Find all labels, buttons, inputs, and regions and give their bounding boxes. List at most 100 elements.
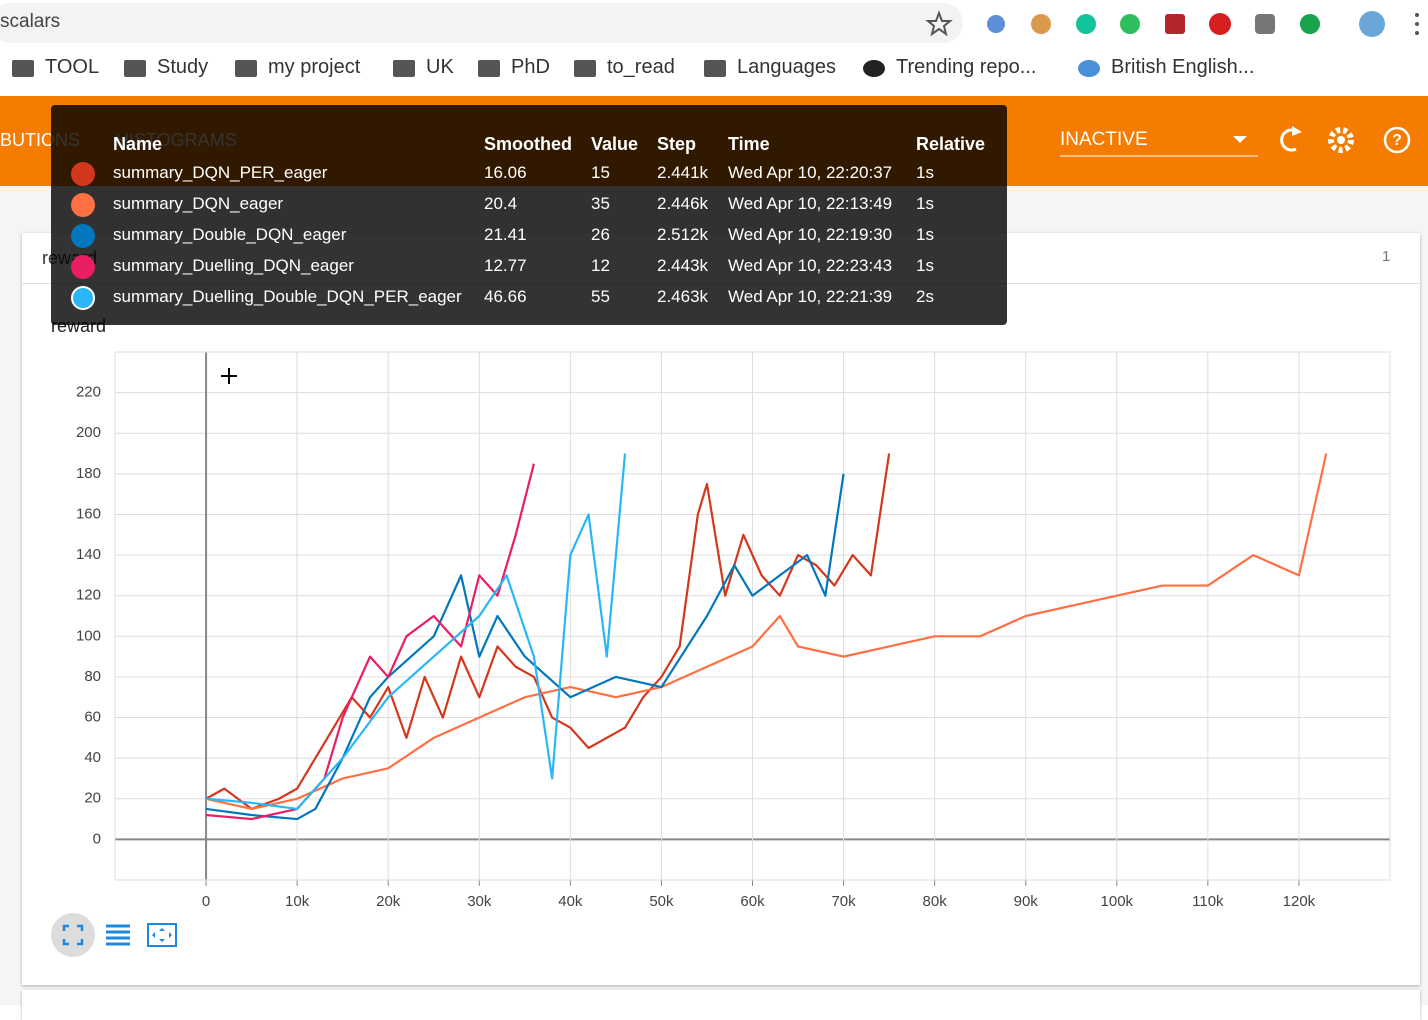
series-line [205,453,1328,811]
next-card [22,990,1420,1020]
bookmark-icon [1078,60,1100,77]
y-tick-label: 160 [76,505,101,522]
bookmark[interactable]: British English... [1111,56,1255,78]
x-tick-label: 0 [202,893,210,910]
tooltip-header: Smoothed [484,134,572,154]
bookmark-icon [478,60,500,77]
bookmark[interactable]: Study [157,56,209,78]
tooltip-cell: 1s [916,225,934,244]
x-tick-label: 120k [1283,893,1316,910]
x-tick-label: 50k [649,893,674,910]
legend-dot [71,224,95,248]
tooltip-cell: 2.446k [657,194,709,213]
bookmark[interactable]: to_read [607,56,675,78]
bookmark-icon [12,60,34,77]
y-tick-label: 40 [84,749,101,766]
y-tick-label: 140 [76,546,101,563]
tooltip-header: Time [728,134,770,154]
y-tick-label: 0 [93,830,101,847]
x-tick-label: 100k [1101,893,1134,910]
tooltip-name: summary_Duelling_DQN_eager [113,256,354,275]
tooltip-cell: 2.512k [657,225,709,244]
tooltip-cell: 21.41 [484,225,527,244]
tooltip-header: Relative [916,134,986,154]
bookmark[interactable]: Trending repo... [896,56,1037,78]
tooltip-cell: 35 [591,194,610,213]
y-tick-label: 120 [76,587,101,604]
tooltip-cell: 1s [916,194,934,213]
x-tick-label: 90k [1014,893,1039,910]
tooltip-cell: 2.441k [657,163,709,182]
x-tick-label: 60k [740,893,765,910]
tooltip-cell: Wed Apr 10, 22:21:39 [728,287,893,306]
legend-dot [71,193,95,217]
tooltip-cell: Wed Apr 10, 22:13:49 [728,194,893,213]
header-icons: ? [1060,126,1411,157]
tooltip-cell: Wed Apr 10, 22:23:43 [728,256,893,275]
y-tick-label: 80 [84,668,101,685]
y-tick-label: 180 [76,465,101,482]
plot-frame [114,351,1391,881]
y-tick-label: 200 [76,424,101,441]
tooltip-name: summary_Double_DQN_eager [113,225,347,244]
bookmark-icon [704,60,726,77]
bookmark[interactable]: TOOL [45,56,100,78]
tooltip-header: Step [657,134,697,154]
y-tick-label: 60 [84,709,101,726]
tooltip-cell: 1s [916,163,934,182]
run-selector[interactable]: INACTIVE [1060,129,1148,150]
bookmark[interactable]: PhD [511,56,550,78]
chart-toolbar [51,913,177,957]
series-line [205,473,845,821]
bookmark-icon [574,60,596,77]
tooltip-cell: 12 [591,256,610,275]
legend-dot [71,286,95,310]
tooltip-cell: 2.443k [657,256,709,275]
tooltip-header: Name [113,134,163,154]
x-tick-label: 40k [558,893,583,910]
cursor [221,368,237,384]
x-tick-label: 10k [285,893,310,910]
tooltip-cell: Wed Apr 10, 22:19:30 [728,225,893,244]
tooltip-name: summary_DQN_eager [113,194,284,213]
address-bar[interactable] [0,3,963,43]
tooltip-cell: 16.06 [484,163,527,182]
tooltip-cell: 26 [591,225,610,244]
tooltip-cell: 55 [591,287,610,306]
series-line [205,463,535,821]
extension-icons [925,10,1419,37]
series-line [205,453,891,811]
address-text: scalars [0,11,61,32]
x-tick-label: 70k [831,893,856,910]
legend-dot [71,255,95,279]
x-tick-label: 110k [1192,893,1224,910]
bookmark-icon [863,60,885,77]
x-tick-label: 20k [376,893,401,910]
tooltip-name: summary_Duelling_Double_DQN_PER_eager [113,287,462,306]
y-tick-label: 100 [76,627,101,644]
series-line [205,453,627,811]
x-tick-label: 30k [467,893,492,910]
bookmark-icon [235,60,257,77]
tooltip-cell: 15 [591,163,610,182]
card-count: 1 [1382,248,1391,265]
tooltip-cell: 20.4 [484,194,518,213]
tooltip-cell: 1s [916,256,934,275]
tooltip-cell: Wed Apr 10, 22:20:37 [728,163,893,182]
y-tick-label: 220 [76,384,101,401]
bookmark-icon [393,60,415,77]
chart: 0 20 40 60 80 100 120 140 160 180 200 220 0 10k 20k 30k… [76,351,1391,910]
bookmark[interactable]: my project [268,56,361,78]
tooltip-cell: 12.77 [484,256,527,275]
chart-card: reward 1 reward [22,233,1420,985]
svg-text:?: ? [1392,132,1402,149]
y-tick-label: 20 [84,790,101,807]
bookmark[interactable]: UK [426,56,454,78]
tooltip-cell: 2.463k [657,287,709,306]
bookmark[interactable]: Languages [737,56,836,78]
x-tick-label: 80k [923,893,948,910]
tooltip-name: summary_DQN_PER_eager [113,163,328,182]
bookmark-icon [124,60,146,77]
tooltip-cell: 46.66 [484,287,527,306]
